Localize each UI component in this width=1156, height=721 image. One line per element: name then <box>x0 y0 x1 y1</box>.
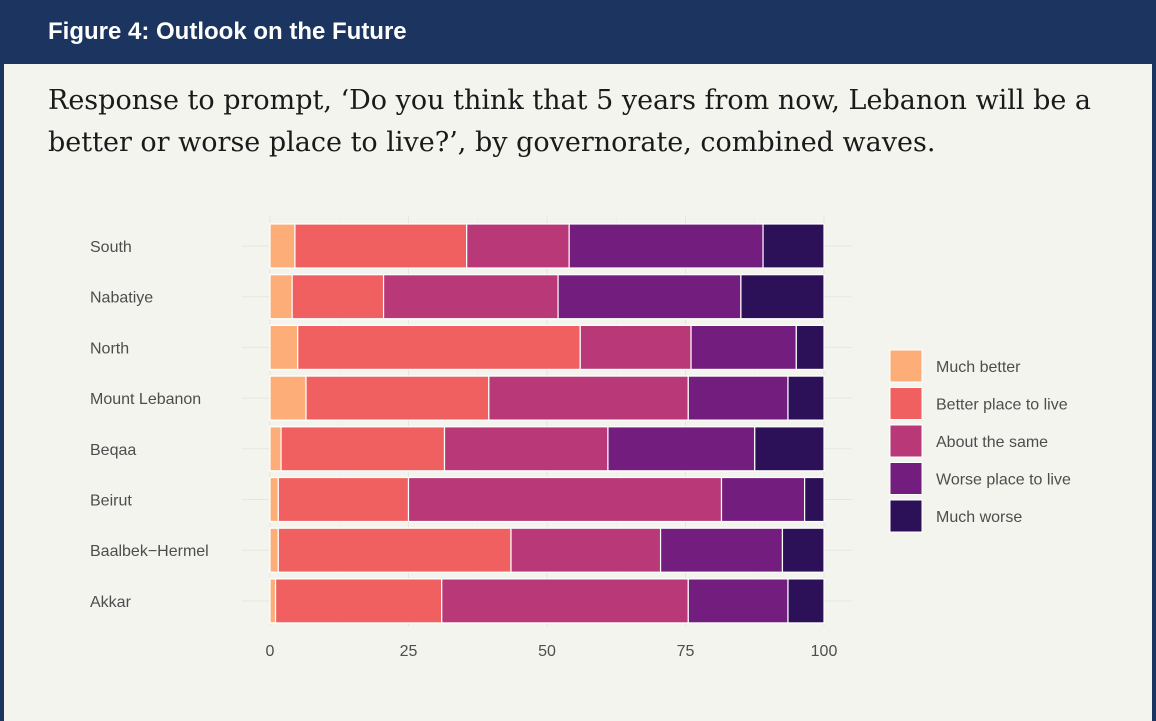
legend-label: About the same <box>936 434 1048 451</box>
figure-title: Figure 4: Outlook on the Future <box>0 0 1156 64</box>
bar-segment <box>787 375 825 421</box>
bar-segment <box>488 375 689 421</box>
bar-segment <box>762 223 825 269</box>
legend-label: Much better <box>936 359 1021 376</box>
category-label: Mount Lebanon <box>90 391 201 408</box>
bar-segment <box>510 527 662 573</box>
legend-swatch <box>889 462 923 495</box>
bar-segment <box>277 527 512 573</box>
x-tick-label: 75 <box>677 643 695 660</box>
bar-segment <box>781 527 825 573</box>
bar-segment <box>740 274 825 320</box>
x-tick-label: 25 <box>400 643 418 660</box>
x-tick-label: 0 <box>266 643 275 660</box>
legend-swatch <box>889 499 923 533</box>
bar-segment <box>443 426 609 472</box>
bar-segment <box>407 476 723 523</box>
category-label: Nabatiye <box>90 290 153 307</box>
bar-segment <box>607 426 756 472</box>
bar-segment <box>269 527 279 573</box>
bar-segment <box>280 426 446 472</box>
bar-segment <box>754 426 825 472</box>
bar-segment <box>804 476 825 523</box>
legend-label: Better place to live <box>936 397 1068 414</box>
legend-swatch <box>889 387 923 420</box>
bar-segment <box>557 274 742 320</box>
bar-segment <box>579 324 692 370</box>
category-label: North <box>90 340 129 357</box>
bar-segment <box>291 274 385 320</box>
bar-segment <box>687 578 789 624</box>
bar-segment <box>269 578 277 624</box>
category-label: Baalbek−Hermel <box>90 543 209 560</box>
bars <box>269 223 825 624</box>
bar-segment <box>277 476 410 523</box>
bar-segment <box>269 274 293 320</box>
x-tick-label: 50 <box>538 643 556 660</box>
bar-segment <box>297 324 581 370</box>
category-label: South <box>90 239 132 256</box>
bar-segment <box>720 476 806 523</box>
bar-segment <box>269 223 296 269</box>
bar-segment <box>690 324 797 370</box>
category-label: Akkar <box>90 594 132 611</box>
category-label: Beqaa <box>90 442 136 459</box>
legend-swatch <box>889 424 923 458</box>
bar-segment <box>795 324 825 370</box>
legend-label: Worse place to live <box>936 472 1071 489</box>
bar-segment <box>269 426 282 472</box>
bar-segment <box>269 324 299 370</box>
bar-segment <box>568 223 764 269</box>
bar-segment <box>269 476 279 523</box>
bar-segment <box>294 223 468 269</box>
bar-segment <box>659 527 784 573</box>
bar-segment <box>687 375 789 421</box>
legend: Much better Better place to live About the… <box>889 349 1071 533</box>
legend-label: Much worse <box>936 509 1022 526</box>
bar-segment <box>382 274 559 320</box>
bar-segment <box>466 223 570 269</box>
bar-segment <box>787 578 825 624</box>
bar-segment <box>269 375 307 421</box>
bar-segment <box>305 375 490 421</box>
figure-caption: Response to prompt, ‘Do you think that 5… <box>48 85 1092 158</box>
bar-segment <box>274 578 443 624</box>
category-label: Beirut <box>90 493 132 510</box>
bar-segment <box>441 578 689 624</box>
x-tick-label: 100 <box>811 643 838 660</box>
legend-swatch <box>889 349 923 383</box>
